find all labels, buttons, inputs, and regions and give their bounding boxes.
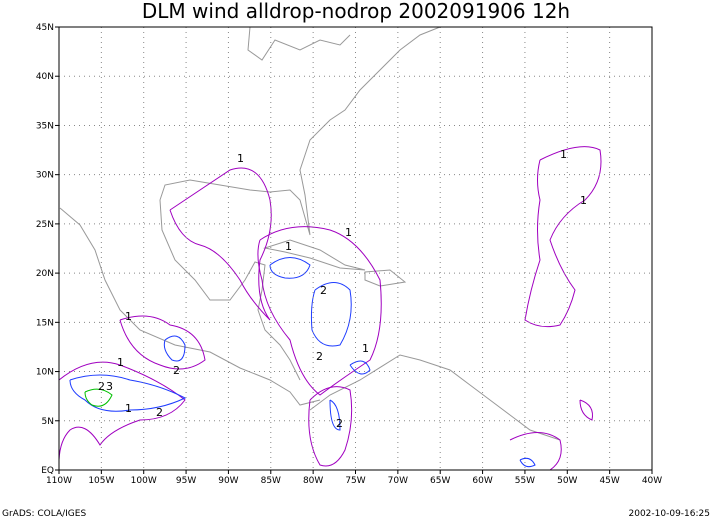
contour-label: 1 bbox=[560, 148, 567, 161]
y-tick-label: 5N bbox=[42, 417, 54, 427]
contour bbox=[308, 386, 353, 467]
coastline bbox=[309, 354, 561, 441]
x-tick-label: 110W bbox=[46, 476, 72, 486]
x-tick-label: 45W bbox=[599, 476, 619, 486]
coastline bbox=[59, 207, 321, 406]
y-tick-label: 20N bbox=[36, 269, 54, 279]
y-tick-label: 45N bbox=[36, 23, 54, 33]
x-tick-label: 105W bbox=[88, 476, 114, 486]
coastline bbox=[364, 269, 407, 287]
x-tick-label: 90W bbox=[218, 476, 238, 486]
contour-label: 2 bbox=[173, 364, 180, 377]
contour-label: 2 bbox=[320, 284, 327, 297]
x-tick-label: 55W bbox=[515, 476, 535, 486]
x-tick-label: 60W bbox=[472, 476, 492, 486]
coastline bbox=[247, 26, 351, 61]
contour bbox=[310, 282, 352, 347]
y-tick-label: EQ bbox=[41, 466, 54, 476]
x-tick-label: 65W bbox=[430, 476, 450, 486]
contour bbox=[169, 167, 272, 321]
contour bbox=[524, 146, 602, 328]
coastline bbox=[159, 199, 301, 381]
contour-labels: 1 1 1 1 2 2 3 2 1 2 2 1 1 2 1 1 bbox=[98, 148, 587, 430]
contour-label: 1 bbox=[345, 226, 352, 239]
title: DLM wind alldrop-nodrop 2002091906 12h bbox=[142, 0, 570, 23]
contour bbox=[119, 315, 206, 370]
contour-label: 2 bbox=[316, 350, 323, 363]
contour bbox=[69, 374, 187, 412]
y-tick-label: 35N bbox=[36, 121, 54, 131]
x-tick-label: 70W bbox=[388, 476, 408, 486]
y-tick-label: 30N bbox=[36, 171, 54, 181]
contour-label: 1 bbox=[125, 310, 132, 323]
coastline bbox=[159, 26, 441, 236]
footer-left: GrADS: COLA/IGES bbox=[2, 509, 86, 519]
contour bbox=[163, 335, 186, 362]
x-tick-label: 50W bbox=[557, 476, 577, 486]
contour bbox=[58, 361, 186, 461]
x-tick-label: 75W bbox=[345, 476, 365, 486]
contour-label: 3 bbox=[106, 380, 113, 393]
contour bbox=[329, 360, 536, 468]
contour bbox=[509, 399, 593, 471]
coastlines bbox=[59, 26, 561, 441]
frame bbox=[58, 26, 653, 471]
x-tick-label: 80W bbox=[303, 476, 323, 486]
coastline bbox=[263, 239, 366, 271]
contour bbox=[84, 388, 113, 407]
y-tick-label: 25N bbox=[36, 220, 54, 230]
contour-label: 1 bbox=[125, 402, 132, 415]
contour bbox=[269, 257, 311, 279]
y-tick-label: 10N bbox=[36, 368, 54, 378]
contour-label: 1 bbox=[285, 240, 292, 253]
x-tick-label: 40W bbox=[642, 476, 662, 486]
x-tick-label: 100W bbox=[131, 476, 157, 486]
footer-right: 2002-10-09-16:25 bbox=[629, 509, 711, 519]
contour-label: 1 bbox=[117, 356, 124, 369]
contour-label: 2 bbox=[336, 417, 343, 430]
contour bbox=[257, 226, 382, 396]
contours bbox=[58, 146, 602, 471]
y-tick-label: 40N bbox=[36, 72, 54, 82]
contour-label: 1 bbox=[362, 342, 369, 355]
y-tick-label: 15N bbox=[36, 318, 54, 328]
contour-label: 1 bbox=[580, 194, 587, 207]
contour-label: 2 bbox=[156, 406, 163, 419]
x-tick-label: 95W bbox=[176, 476, 196, 486]
contour-label: 2 bbox=[98, 380, 105, 393]
x-tick-label: 85W bbox=[261, 476, 281, 486]
contour-label: 1 bbox=[237, 152, 244, 165]
